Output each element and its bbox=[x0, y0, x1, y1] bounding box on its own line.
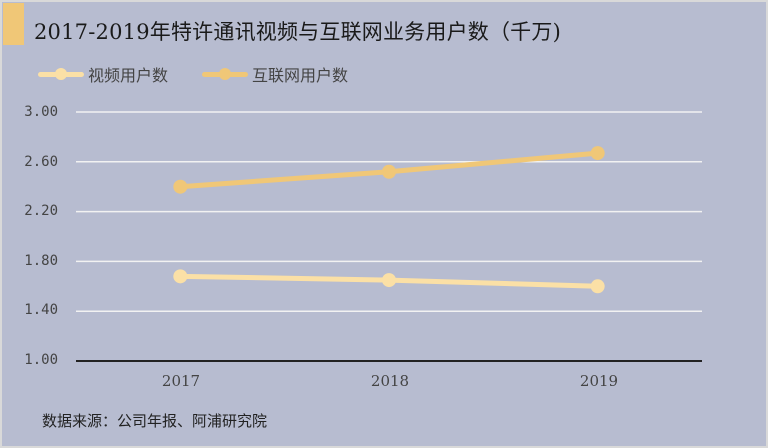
y-tick-label: 2.20 bbox=[24, 203, 58, 219]
data-point-marker bbox=[382, 273, 396, 288]
data-point-marker bbox=[382, 164, 396, 179]
legend-item-internet: 互联网用户数 bbox=[202, 62, 348, 86]
data-point-marker bbox=[590, 146, 605, 161]
data-point-marker bbox=[173, 269, 188, 284]
source-note: 数据来源：公司年报、阿浦研究院 bbox=[42, 412, 268, 430]
title-accent-bar bbox=[3, 3, 24, 45]
legend-item-video: 视频用户数 bbox=[38, 62, 168, 86]
y-tick-label: 2.60 bbox=[24, 154, 58, 170]
data-point-marker bbox=[590, 279, 605, 294]
y-tick-label: 3.00 bbox=[24, 104, 58, 120]
x-tick-label: 2017 bbox=[161, 372, 201, 390]
data-point-marker bbox=[173, 179, 188, 194]
gridlines bbox=[76, 111, 702, 312]
legend-line-marker-icon bbox=[202, 63, 248, 85]
x-tick-label: 2018 bbox=[370, 372, 410, 390]
y-tick-label: 1.80 bbox=[24, 253, 58, 269]
x-tick-label: 2019 bbox=[579, 372, 619, 390]
chart-title: 2017-2019年特许通讯视频与互联网业务用户数（千万) bbox=[34, 20, 561, 44]
legend-label-video: 视频用户数 bbox=[88, 66, 169, 85]
y-tick-label: 1.40 bbox=[24, 302, 58, 318]
series-lines bbox=[173, 146, 605, 294]
y-tick-label: 1.00 bbox=[24, 352, 58, 368]
legend-label-internet: 互联网用户数 bbox=[252, 66, 349, 85]
legend-line-marker-icon bbox=[38, 63, 84, 85]
